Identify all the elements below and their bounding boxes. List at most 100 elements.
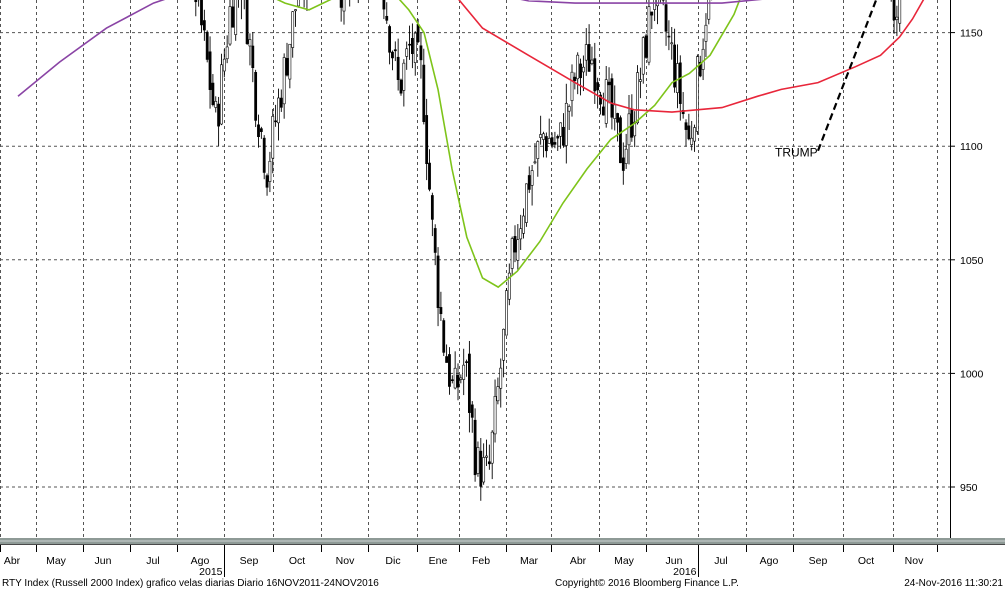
candle-body [294, 9, 297, 12]
candle-body [445, 356, 449, 363]
candle-body [653, 0, 657, 10]
candle-body [245, 0, 249, 44]
candle-body [274, 120, 278, 123]
candle-body [262, 137, 266, 173]
x-tick-label: Jul [146, 555, 159, 567]
candle-body [496, 386, 500, 402]
series-line-ma100 [458, 0, 925, 113]
candle-body [282, 57, 286, 105]
candle-body [556, 136, 560, 139]
annotation-arrow [816, 0, 878, 152]
series-line-ma50 [276, 0, 741, 289]
candle-body [257, 124, 260, 138]
candle-body [248, 39, 252, 47]
candle-body [898, 0, 902, 24]
footer-copyright: Copyright© 2016 Bloomberg Finance L.P. [555, 578, 739, 589]
candle-body [704, 24, 708, 42]
candle-body [698, 61, 702, 77]
candle-body [638, 79, 642, 82]
x-tick-label: Abr [570, 555, 587, 567]
candle-body [456, 374, 460, 388]
x-tick-label: Ago [760, 555, 779, 567]
candle-body [542, 133, 545, 140]
candle-body [505, 290, 508, 336]
candle-body [610, 78, 614, 118]
candle-body [385, 15, 389, 21]
x-tick-label: Feb [472, 555, 490, 567]
candle-body [550, 137, 554, 146]
candle-body [684, 122, 688, 130]
candle-body [527, 175, 531, 190]
candle-body [208, 51, 212, 90]
candle-body [428, 162, 431, 190]
candle-body [200, 0, 203, 26]
candle-body [254, 72, 258, 121]
candle-body [436, 255, 440, 308]
candle-body [279, 97, 283, 108]
x-tick-label: Nov [336, 555, 355, 567]
candle-body [453, 367, 457, 389]
candle-body [599, 94, 602, 105]
series-line-ma200 [17, 0, 763, 97]
candle-body [482, 457, 486, 483]
candle-body [664, 4, 668, 32]
candle-body [590, 59, 594, 64]
candle-body [462, 364, 466, 380]
x-tick-label: Abr [4, 555, 21, 567]
candle-body [476, 447, 480, 474]
candle-body [391, 51, 394, 59]
candle-body [410, 37, 414, 54]
year-label: 2015 [199, 566, 223, 578]
candle-body [687, 125, 691, 140]
x-tick-label: Jun [95, 555, 112, 567]
candle-body [393, 49, 397, 52]
candle-body [539, 134, 543, 138]
candle-body [405, 48, 409, 57]
candle-body [228, 6, 232, 45]
x-tick-label: Nov [905, 555, 924, 567]
x-tick-label: Ene [429, 555, 448, 567]
candle-body [573, 76, 577, 82]
candle-body [490, 431, 494, 464]
candle-body [564, 102, 568, 146]
candle-body [296, 0, 300, 7]
candle-body [465, 361, 468, 363]
candle-body [593, 58, 597, 92]
x-tick-label: Dic [385, 555, 400, 567]
candle-body [621, 157, 625, 171]
y-tick-label: 1150 [960, 28, 983, 40]
candle-body [613, 104, 617, 119]
candle-body [892, 0, 896, 21]
y-axis-panel [950, 0, 1005, 540]
candle-body [234, 0, 238, 35]
candle-body [402, 62, 406, 91]
candle-body [259, 128, 263, 132]
candle-body [624, 148, 628, 164]
candle-body [636, 72, 639, 124]
candle-body [467, 353, 471, 413]
candle-body [579, 63, 582, 79]
candle-body [616, 113, 620, 123]
candle-body [430, 195, 434, 220]
candle-body [231, 6, 235, 28]
candle-body [647, 6, 651, 63]
candle-body [559, 122, 563, 137]
annotations: TRUMP [775, 0, 878, 160]
x-tick-label: May [614, 555, 635, 567]
candle-body [479, 450, 483, 487]
candle-body [202, 20, 206, 31]
candle-body [524, 183, 528, 223]
candle-body [271, 116, 275, 159]
axes: 950100010501100115012001250130013501342.… [0, 0, 1005, 578]
candle-body [507, 272, 511, 300]
y-tick-label: 1000 [960, 368, 984, 380]
candle-body [567, 106, 571, 112]
candle-body [895, 16, 899, 20]
candle-body [513, 236, 517, 253]
candle-body [693, 127, 696, 142]
candle-body [596, 82, 600, 91]
candle-body [442, 320, 446, 353]
candle-body [399, 79, 403, 94]
candle-body [473, 419, 477, 476]
